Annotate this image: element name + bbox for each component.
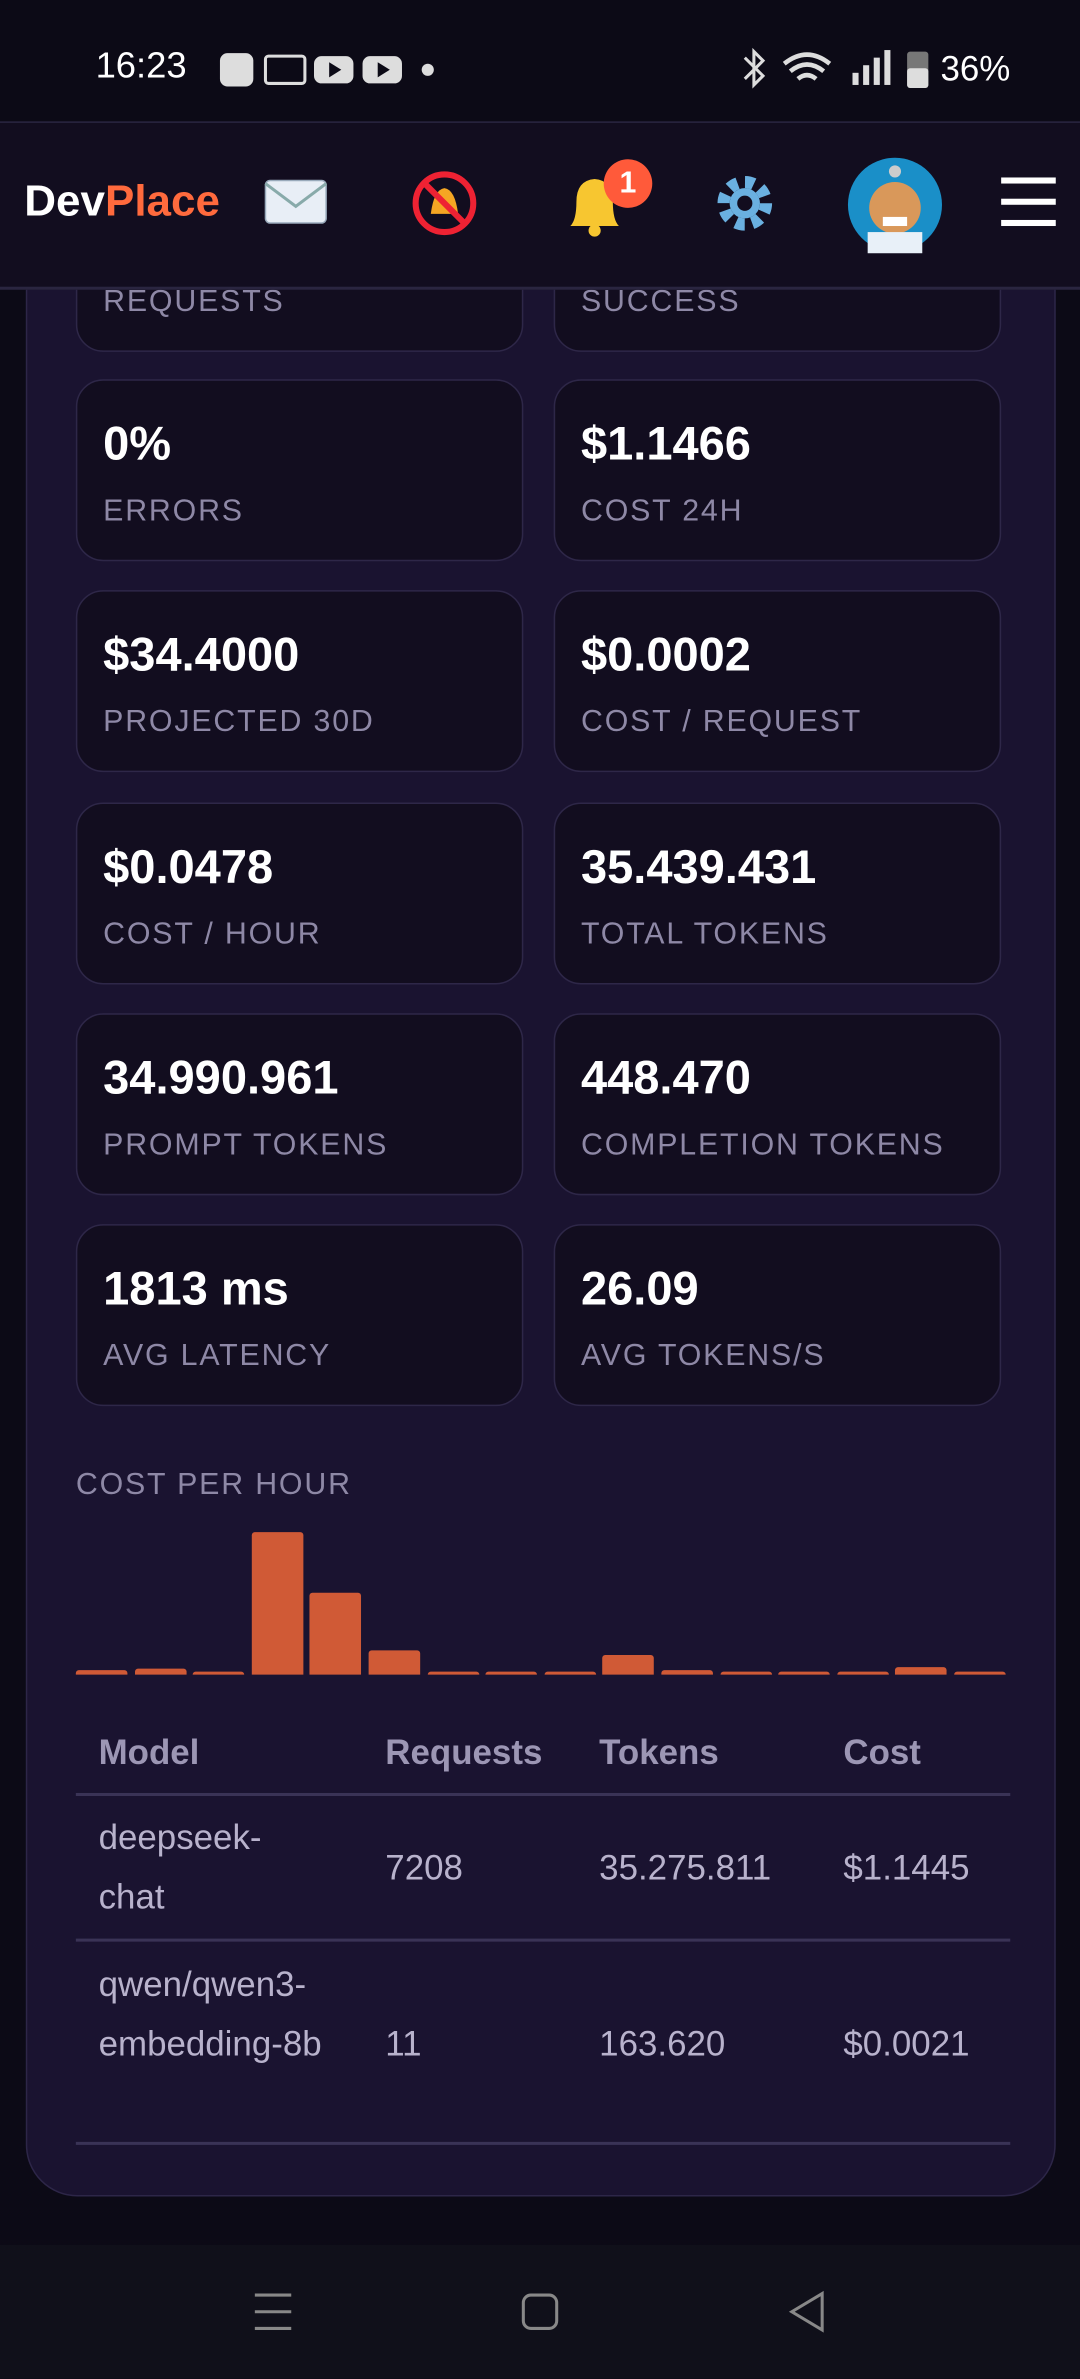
table-cell: 7208 xyxy=(385,1847,463,1888)
table-cell: $1.1445 xyxy=(843,1847,970,1888)
stat-card: $1.1466 COST 24H xyxy=(553,379,1002,562)
stat-card: 448.470 COMPLETION TOKENS xyxy=(553,1013,1002,1196)
stat-label: AVG LATENCY xyxy=(103,1339,332,1374)
stat-label: COMPLETION TOKENS xyxy=(580,1128,945,1162)
table-header: Tokens xyxy=(599,1732,719,1772)
notification-badge: 1 xyxy=(603,159,653,208)
stat-value: 448.470 xyxy=(580,1051,751,1105)
settings-icon[interactable] xyxy=(710,168,780,238)
table-header: Model xyxy=(98,1732,200,1772)
brand[interactable]: DevPlace xyxy=(24,177,220,227)
status-bar: 16:23 36% xyxy=(0,0,1080,122)
stat-value: $0.0002 xyxy=(580,628,751,682)
battery-level: 36% xyxy=(940,48,1011,88)
stat-card: 1813 ms AVG LATENCY xyxy=(75,1224,524,1407)
stat-value: $0.0478 xyxy=(103,839,274,893)
stat-card: $0.0002 COST / REQUEST xyxy=(553,590,1002,773)
table-cell: $0.0021 xyxy=(843,2022,970,2063)
table-divider xyxy=(75,1792,1011,1797)
stat-value: 1813 ms xyxy=(103,1262,289,1316)
table-cell: 11 xyxy=(385,2022,422,2063)
stat-label: COST / HOUR xyxy=(103,917,322,951)
stat-value: 0% xyxy=(103,417,172,471)
nav-bar: DevPlace 1 xyxy=(0,121,1080,290)
bar xyxy=(134,1668,186,1675)
table-divider xyxy=(75,2141,1011,2145)
bar xyxy=(661,1670,713,1675)
table-cell: 35.275.811 xyxy=(599,1847,772,1888)
table-divider xyxy=(75,1938,1011,1942)
stat-label: SUCCESS xyxy=(580,285,741,319)
bar xyxy=(602,1654,655,1675)
table-cell: qwen/qwen3-embedding-8b xyxy=(98,1964,322,2063)
bar xyxy=(75,1670,128,1675)
bar xyxy=(368,1650,421,1675)
stat-value: $34.4000 xyxy=(103,628,300,682)
stat-value: 26.09 xyxy=(580,1262,699,1316)
stat-value: 34.990.961 xyxy=(103,1051,339,1105)
bar xyxy=(778,1671,831,1675)
table-cell: deepseek-chat xyxy=(98,1817,262,1916)
stat-card: 26.09 AVG TOKENS/S xyxy=(553,1224,1002,1407)
stat-label: PROJECTED 30D xyxy=(103,705,375,740)
table-cell: 163.620 xyxy=(599,2022,726,2063)
stat-label: COST / REQUEST xyxy=(580,705,863,740)
stat-card: $0.0478 COST / HOUR xyxy=(75,801,524,984)
clock: 16:23 xyxy=(95,45,187,87)
bar xyxy=(719,1671,772,1675)
bar xyxy=(427,1671,479,1675)
bar xyxy=(192,1671,245,1675)
stat-value: $1.1466 xyxy=(580,417,751,471)
stat-card: $34.4000 PROJECTED 30D xyxy=(75,590,524,773)
bar xyxy=(895,1666,948,1675)
bar xyxy=(251,1532,304,1675)
bar xyxy=(310,1592,362,1675)
system-nav-icons xyxy=(254,2290,824,2333)
chart-title: COST PER HOUR xyxy=(75,1468,352,1502)
stat-card: 0% ERRORS xyxy=(75,379,524,562)
table-header: Cost xyxy=(843,1732,921,1772)
stat-card: 34.990.961 PROMPT TOKENS xyxy=(75,1013,524,1196)
stat-label: ERRORS xyxy=(103,494,244,528)
stat-label: TOTAL TOKENS xyxy=(580,917,829,951)
system-nav xyxy=(0,2245,1080,2379)
mail-icon[interactable] xyxy=(261,168,331,238)
stat-label: PROMPT TOKENS xyxy=(103,1128,389,1162)
bar xyxy=(954,1671,1006,1675)
table-header: Requests xyxy=(385,1732,543,1772)
bar xyxy=(485,1671,538,1675)
stat-label: COST 24H xyxy=(580,494,744,528)
system-icons xyxy=(743,47,929,89)
bar xyxy=(544,1671,596,1675)
mute-icon[interactable] xyxy=(410,168,480,238)
stat-label: AVG TOKENS/S xyxy=(580,1339,826,1374)
brand-dev: Dev xyxy=(24,177,105,227)
status-icons xyxy=(219,53,434,87)
brand-place: Place xyxy=(104,177,220,227)
stat-value: 35.439.431 xyxy=(580,839,817,893)
stat-card: 35.439.431 TOTAL TOKENS xyxy=(553,801,1002,984)
menu-icon[interactable] xyxy=(998,171,1059,232)
bar xyxy=(837,1671,889,1675)
stat-label: REQUESTS xyxy=(103,285,285,319)
avatar[interactable] xyxy=(846,156,943,254)
